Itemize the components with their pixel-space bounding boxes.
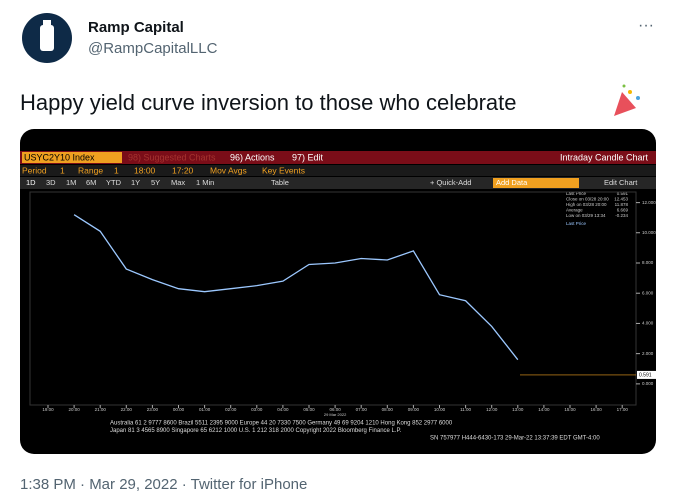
x-tick-label: 21:00 <box>95 407 107 412</box>
terminal-text: SN 757977 H444-6430-173 29-Mar-22 13:37:… <box>430 436 600 442</box>
terminal-text: 1Y <box>131 178 140 187</box>
x-tick-label: 20:00 <box>68 407 80 412</box>
terminal-text: Mov Avgs <box>210 165 247 175</box>
terminal-text: Period <box>22 165 47 175</box>
author-name[interactable]: Ramp Capital <box>88 19 184 36</box>
avatar-icon <box>40 25 54 51</box>
avatar-icon <box>43 20 51 26</box>
terminal-text: Intraday Candle Chart <box>560 152 649 162</box>
x-tick-label: 03:00 <box>251 407 263 412</box>
x-tick-label: 06:00 <box>329 407 341 412</box>
x-tick-label: 01:00 <box>199 407 211 412</box>
terminal-text: Range <box>78 165 103 175</box>
terminal-text: 6.669 <box>617 208 629 213</box>
terminal-text: USYC2Y10 Index <box>24 152 95 162</box>
legend-entry: Last Price <box>566 221 587 226</box>
y-tick-label: 4.000 <box>642 321 654 326</box>
terminal-text: 6M <box>86 178 96 187</box>
terminal-text: Key Events <box>262 165 305 175</box>
terminal-text: 1 <box>114 165 119 175</box>
terminal-text: High on 03/28 20:00 <box>566 202 607 207</box>
x-tick-label: 19:00 <box>42 407 54 412</box>
timestamp: 1:38 PM · Mar 29, 2022 · Twitter for iPh… <box>20 476 307 493</box>
attached-image[interactable]: USYC2Y10 Index 98) Suggested Charts 96) Ac… <box>20 129 656 454</box>
party-emoji <box>614 84 640 116</box>
y-tick-label: 12.000 <box>642 200 656 205</box>
x-tick-label: 14:00 <box>538 407 550 412</box>
terminal-text: 17:20 <box>172 165 194 175</box>
y-tick-label: 8.000 <box>642 260 654 265</box>
terminal-text: 12.453 <box>614 197 628 202</box>
terminal-text: YTD <box>106 178 122 187</box>
x-tick-label: 00:00 <box>173 407 185 412</box>
terminal-text: 1D <box>26 178 36 187</box>
last-price-label: 0.591 <box>639 372 652 378</box>
y-tick-label: 6.000 <box>642 290 654 295</box>
terminal-text: Table <box>271 178 289 187</box>
x-tick-label: 04:00 <box>277 407 289 412</box>
terminal-text: Japan 81 3 4565 8900 Singapore 65 6212 1… <box>110 428 402 434</box>
tweet-text: Happy yield curve inversion to those who… <box>20 90 517 115</box>
terminal-text: Average <box>566 208 583 213</box>
terminal-text: 29 Mar 2022 <box>324 412 347 417</box>
x-tick-label: 15:00 <box>564 407 576 412</box>
y-tick-label: 2.000 <box>642 351 654 356</box>
terminal-text: Low on 03/29 13:34 <box>566 213 606 218</box>
x-tick-label: 11:00 <box>460 407 471 412</box>
toolbar <box>20 165 656 176</box>
x-tick-label: 10:00 <box>434 407 446 412</box>
terminal-text: Max <box>171 178 185 187</box>
terminal-text: + Quick-Add <box>430 178 471 187</box>
handle[interactable]: @RampCapitalLLC <box>88 40 218 57</box>
price-line <box>73 214 519 361</box>
terminal-text: 1 Min <box>196 178 214 187</box>
title-bar <box>20 151 656 164</box>
terminal-text: 1 <box>60 165 65 175</box>
y-tick-label: 10.000 <box>642 230 656 235</box>
last-price-box <box>637 370 656 379</box>
x-tick-label: 17:00 <box>617 407 629 412</box>
x-tick-label: 08:00 <box>382 407 394 412</box>
plot-frame <box>29 191 637 406</box>
x-tick-label: 16:00 <box>590 407 602 412</box>
x-tick-label: 13:00 <box>512 407 524 412</box>
terminal-text: 96) Actions <box>230 152 275 162</box>
terminal-text: 98) Suggested Charts <box>128 152 216 162</box>
terminal-text: Last Price <box>566 191 587 196</box>
x-tick-label: 22:00 <box>121 407 133 412</box>
add-data-box[interactable] <box>493 178 579 188</box>
terminal-text: 97) Edit <box>292 152 324 162</box>
terminal-text: Edit Chart <box>604 178 638 187</box>
x-tick-label: 09:00 <box>408 407 420 412</box>
ticker-box <box>22 152 122 163</box>
terminal-text: Australia 61 2 9777 8600 Brazil 5511 239… <box>110 421 453 427</box>
terminal-text: 11.878 <box>615 202 629 207</box>
x-tick-label: 02:00 <box>225 407 237 412</box>
terminal-text: 3D <box>46 178 56 187</box>
terminal-text: 18:00 <box>134 165 156 175</box>
terminal-text: -0.234 <box>615 213 628 218</box>
x-tick-label: 07:00 <box>356 407 368 412</box>
x-tick-label: 05:00 <box>303 407 315 412</box>
more-button[interactable]: ··· <box>638 17 654 34</box>
terminal-text: Add Data <box>496 178 528 187</box>
terminal-text: Close on 03/28 20:00 <box>566 197 609 202</box>
terminal-text: 1M <box>66 178 76 187</box>
terminal-text: 5Y <box>151 178 160 187</box>
x-tick-label: 23:00 <box>147 407 159 412</box>
y-tick-label: 0.000 <box>642 381 654 386</box>
x-tick-label: 12:00 <box>486 407 498 412</box>
terminal-text: 0.591 <box>617 191 629 196</box>
